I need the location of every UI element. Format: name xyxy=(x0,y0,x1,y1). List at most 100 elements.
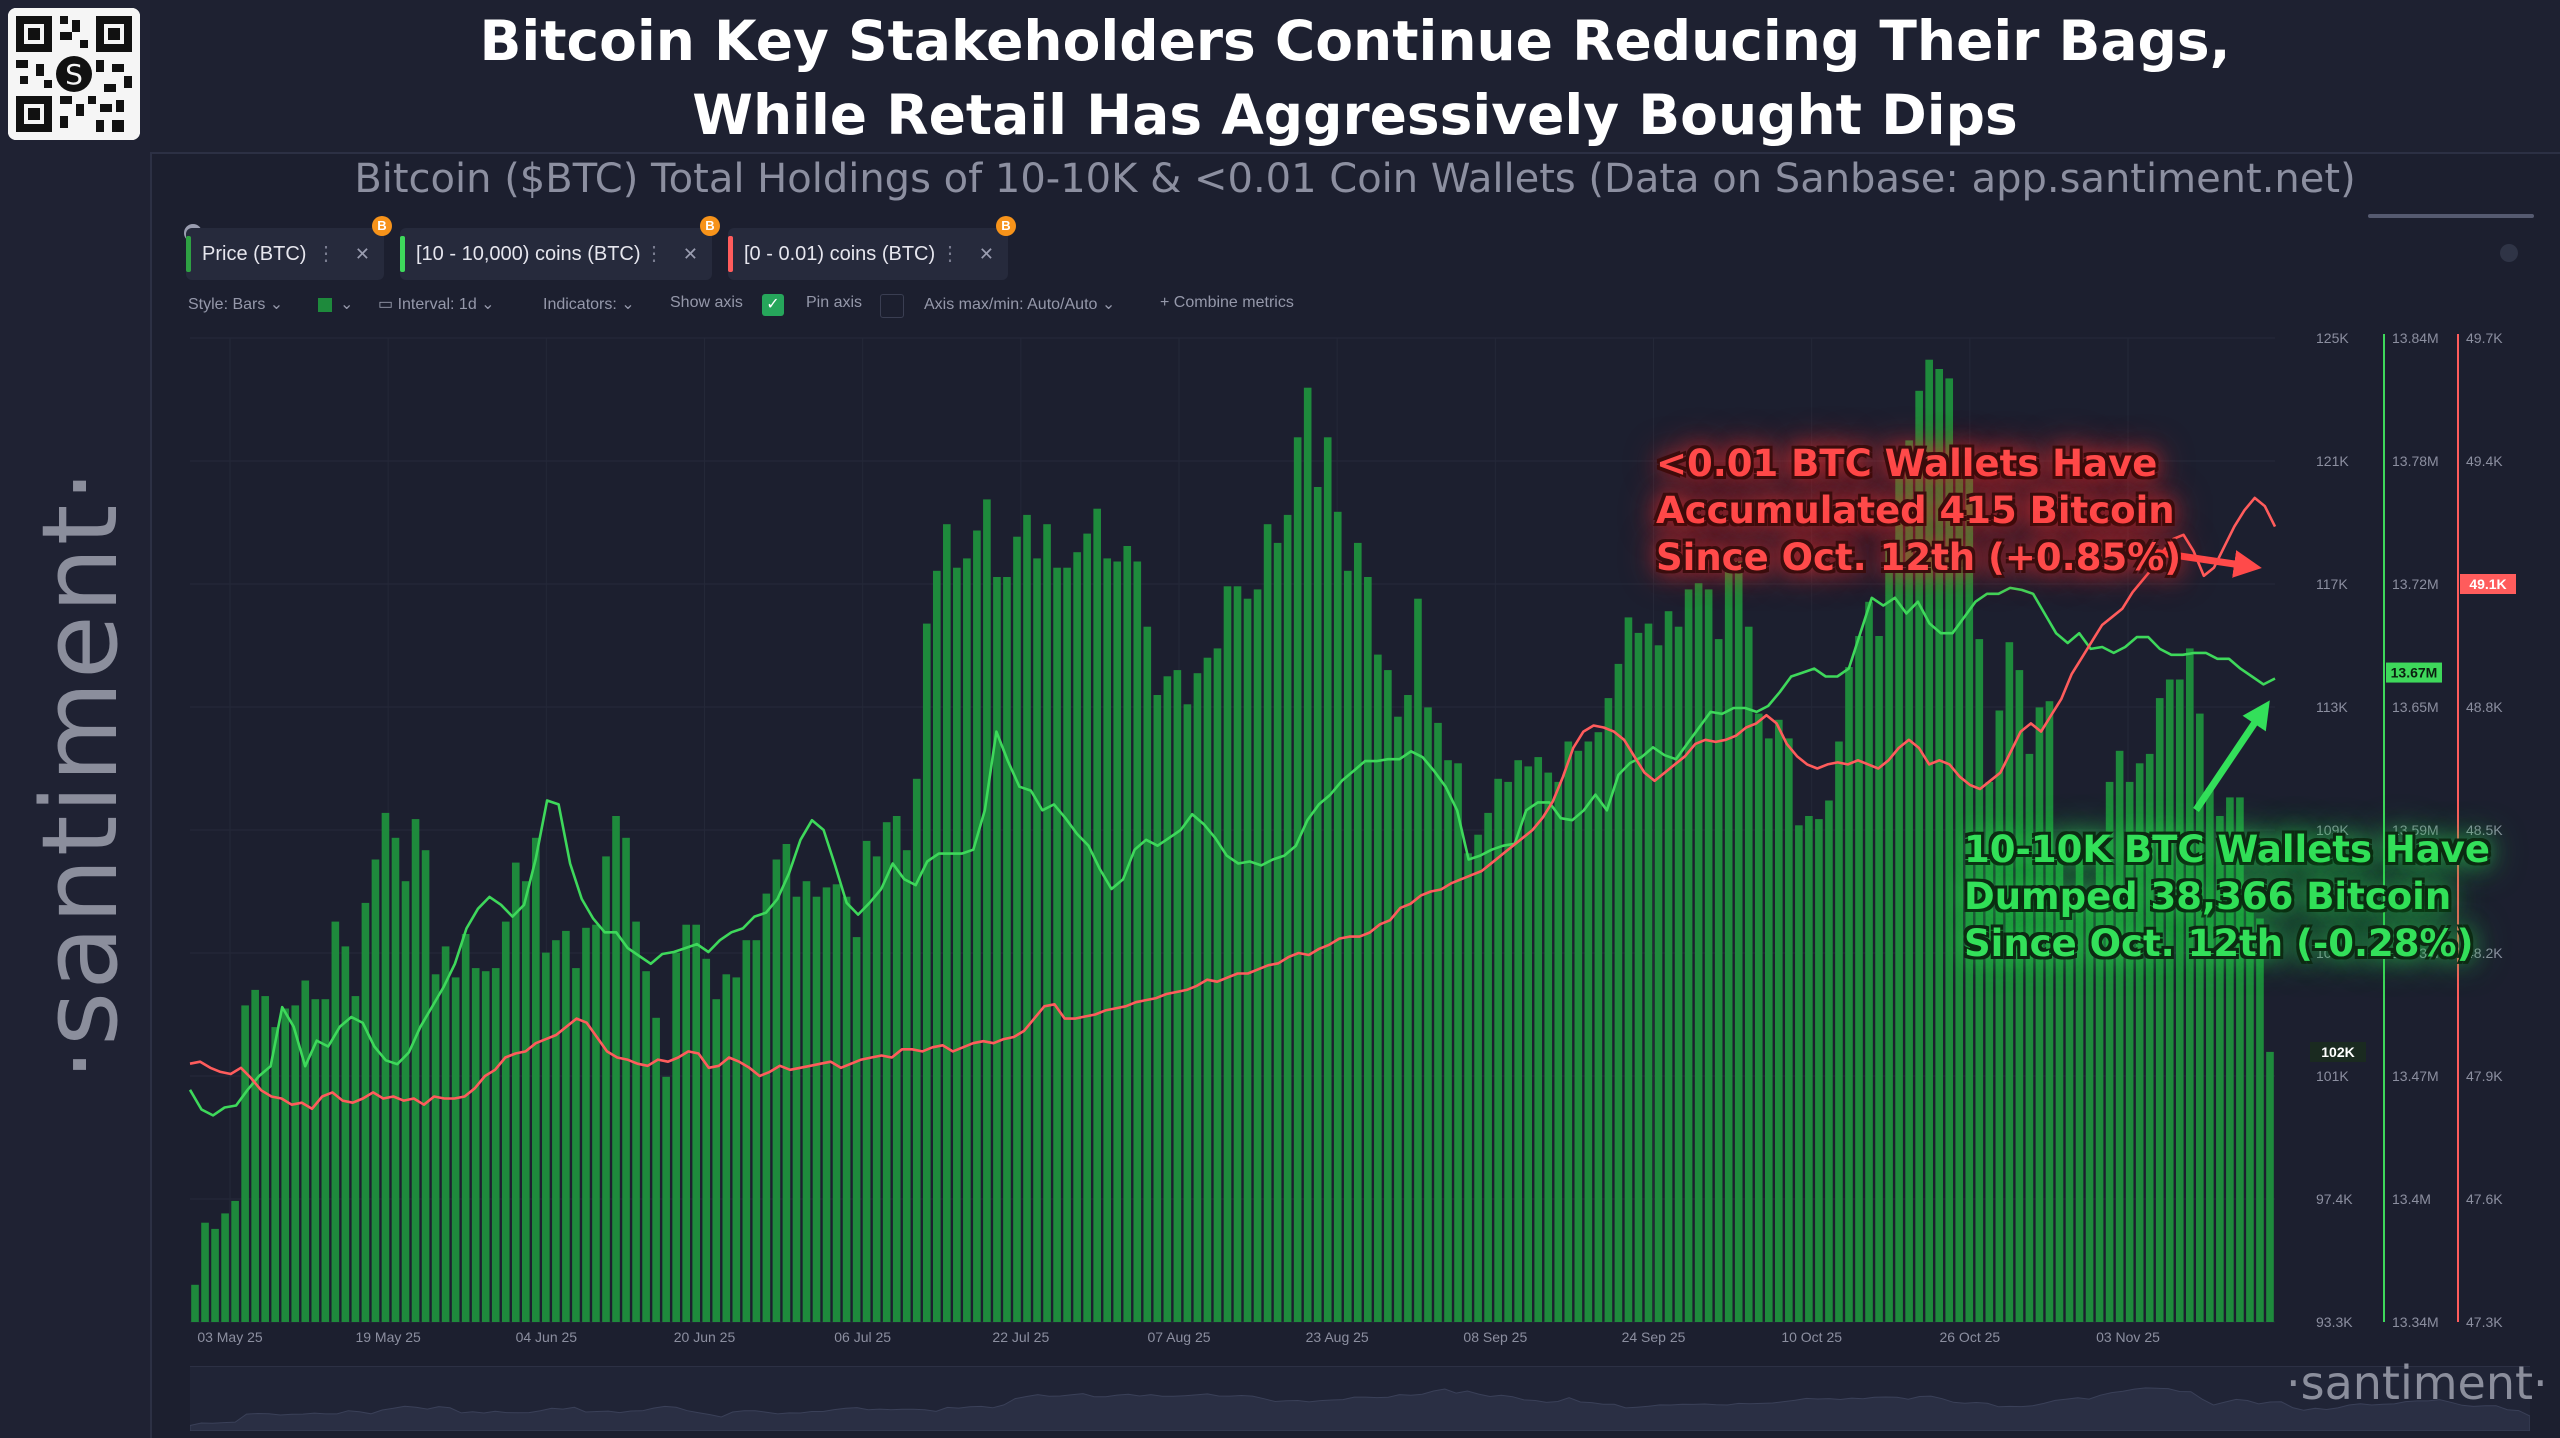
price-bar xyxy=(1424,707,1432,1322)
price-bar xyxy=(862,840,871,1322)
price-bar xyxy=(1353,542,1362,1322)
metric-label: [0 - 0.01) coins (BTC) xyxy=(744,243,936,265)
x-tick-label: 22 Jul 25 xyxy=(992,1329,1049,1345)
y-tick-label: 117K xyxy=(2316,576,2348,592)
price-bar xyxy=(1013,536,1021,1322)
price-bar xyxy=(1524,766,1533,1322)
price-bar xyxy=(822,887,831,1322)
price-bar xyxy=(431,974,440,1322)
price-bar xyxy=(241,1005,249,1322)
price-bar xyxy=(1995,710,2004,1322)
price-bar xyxy=(301,980,310,1322)
price-bar xyxy=(221,1213,229,1322)
navigator-minimap[interactable] xyxy=(189,1366,2531,1432)
price-bar xyxy=(1183,704,1192,1322)
price-bar xyxy=(1584,741,1593,1322)
price-bar xyxy=(1754,713,1763,1322)
price-bar xyxy=(1464,853,1472,1322)
y-tick-label: 93.3K xyxy=(2316,1314,2353,1330)
price-bar xyxy=(612,816,620,1322)
bitcoin-icon: B xyxy=(700,216,720,236)
price-bar xyxy=(1484,812,1492,1322)
y-tick-label: 13.65M xyxy=(2392,699,2439,715)
price-bar xyxy=(562,930,570,1322)
price-bar xyxy=(742,940,751,1322)
left-sidebar: S ·santiment· xyxy=(0,0,152,1438)
price-bar xyxy=(602,856,610,1322)
metric-chip-price[interactable]: Price (BTC) ⋮ ✕ B xyxy=(186,216,392,280)
price-bar xyxy=(1865,601,1873,1322)
price-bar xyxy=(1323,437,1332,1322)
price-bar xyxy=(1163,676,1172,1322)
price-bar xyxy=(2185,648,2194,1322)
price-bar xyxy=(361,902,370,1322)
price-bar xyxy=(1554,781,1563,1322)
minimap-price-area xyxy=(189,1387,2531,1432)
price-bar xyxy=(481,971,490,1322)
y-tick-label: 47.3K xyxy=(2466,1314,2503,1330)
close-icon[interactable]: ✕ xyxy=(978,244,994,264)
price-bar xyxy=(1795,825,1803,1322)
indicators-dropdown[interactable]: Indicators: ⌄ xyxy=(543,296,635,313)
current-value-label: 49.1K xyxy=(2469,576,2506,592)
axis-maxmin-dropdown[interactable]: Axis max/min: Auto/Auto ⌄ xyxy=(924,296,1116,313)
metric-chip-whales[interactable]: [10 - 10,000) coins (BTC) ⋮ ✕ B xyxy=(400,216,720,280)
price-bar xyxy=(1875,636,1883,1322)
interval-dropdown[interactable]: ▭ Interval: 1d ⌄ xyxy=(378,296,495,313)
price-bar xyxy=(1253,589,1262,1322)
price-bar xyxy=(1514,760,1522,1322)
metric-chip-retail[interactable]: [0 - 0.01) coins (BTC) ⋮ ✕ B xyxy=(728,216,1016,280)
price-bar xyxy=(1815,819,1823,1322)
price-bar xyxy=(762,893,771,1322)
y-tick-label: 49.1K xyxy=(2466,576,2503,592)
show-axis-checkbox[interactable]: ✓ xyxy=(762,294,784,316)
price-bar xyxy=(1504,781,1512,1322)
price-bar xyxy=(772,859,781,1322)
combine-metrics-button[interactable]: + Combine metrics xyxy=(1160,294,1294,311)
price-bar xyxy=(632,921,640,1322)
price-bar xyxy=(381,812,390,1322)
indicators-label: Indicators: xyxy=(543,296,617,313)
price-bar xyxy=(1724,570,1733,1322)
bitcoin-icon: B xyxy=(996,216,1016,236)
price-bar xyxy=(1835,741,1843,1322)
close-icon[interactable]: ✕ xyxy=(682,244,698,264)
price-bar xyxy=(782,844,791,1322)
whale-annotation-line: 10-10K BTC Wallets Have xyxy=(1964,828,2491,871)
pin-axis-checkbox[interactable] xyxy=(880,294,904,318)
price-bar xyxy=(371,859,380,1322)
price-bar xyxy=(1233,586,1242,1322)
price-bar xyxy=(1674,626,1683,1322)
more-options-icon[interactable]: ⋮ xyxy=(940,243,960,265)
current-value-badge xyxy=(2460,574,2516,594)
price-bar xyxy=(201,1222,209,1322)
current-value-badge xyxy=(2310,1041,2366,1062)
price-bar xyxy=(1594,732,1603,1322)
price-bar xyxy=(652,1017,660,1322)
more-options-icon[interactable]: ⋮ xyxy=(644,243,664,265)
price-bar xyxy=(2256,918,2264,1322)
more-options-icon[interactable]: ⋮ xyxy=(316,243,336,265)
color-swatch[interactable] xyxy=(318,298,332,312)
price-bar xyxy=(1223,586,1232,1322)
price-bar xyxy=(802,881,811,1322)
price-bar xyxy=(1684,589,1693,1322)
style-dropdown[interactable]: Style: Bars ⌄ xyxy=(188,296,284,313)
settings-dot-icon[interactable] xyxy=(2500,244,2518,262)
color-chevron-icon[interactable]: ⌄ xyxy=(340,296,354,313)
price-bar xyxy=(592,924,600,1322)
price-bar xyxy=(1845,667,1853,1322)
current-value-label: 13.67M xyxy=(2391,665,2438,681)
close-icon[interactable]: ✕ xyxy=(354,244,370,264)
price-bar xyxy=(1474,834,1482,1322)
price-bar xyxy=(1133,561,1142,1322)
price-bar xyxy=(2165,679,2174,1322)
price-bar xyxy=(882,822,891,1322)
price-bar xyxy=(1734,561,1743,1322)
retail-holdings-line xyxy=(189,496,2277,1111)
price-bar xyxy=(331,921,340,1322)
price-bar xyxy=(642,971,650,1322)
price-bar xyxy=(2045,701,2054,1322)
price-bar xyxy=(451,977,460,1322)
price-bar xyxy=(281,1008,290,1322)
